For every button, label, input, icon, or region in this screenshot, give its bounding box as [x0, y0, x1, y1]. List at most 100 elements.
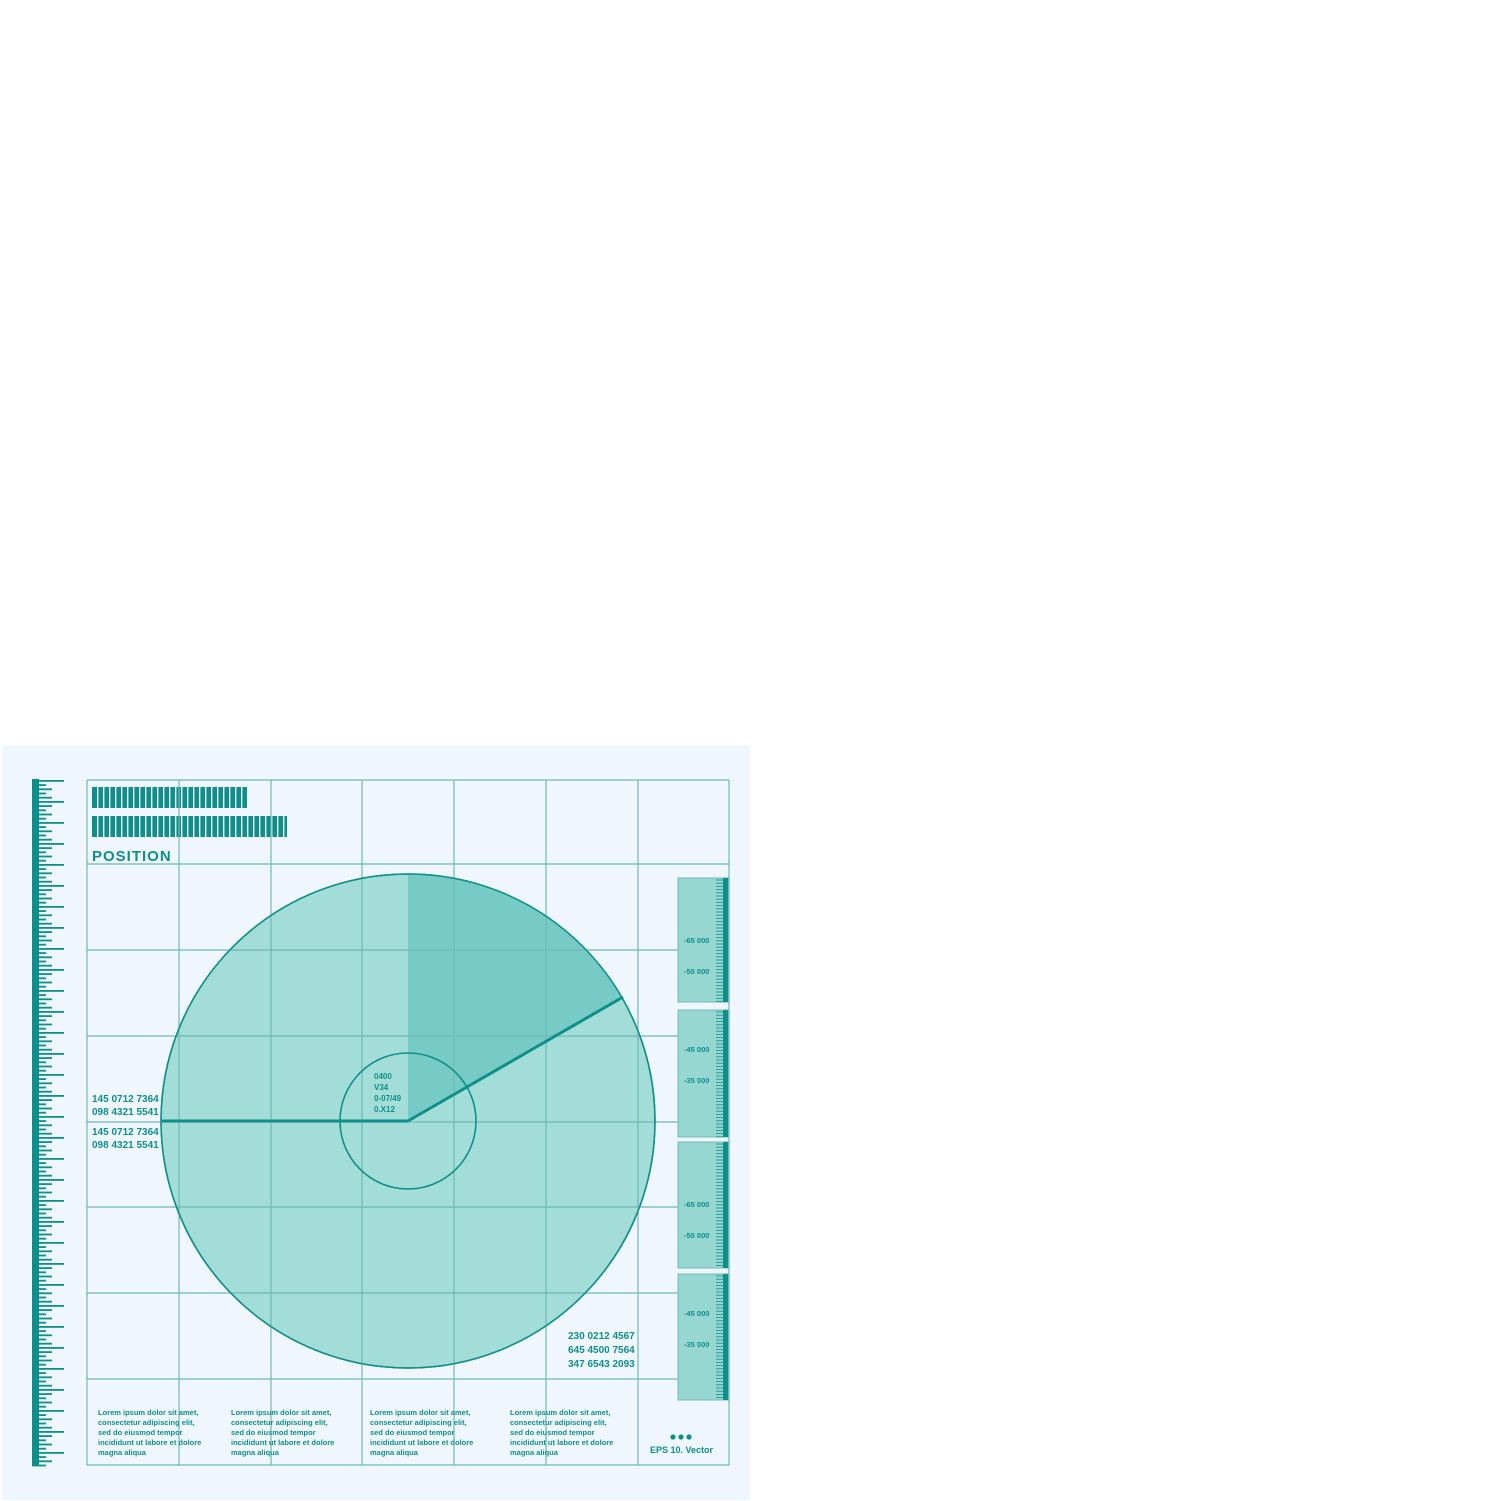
highlight-sector — [408, 874, 622, 1121]
ruler-tick — [32, 1464, 46, 1467]
ruler-tick — [32, 1334, 52, 1337]
corner-code-3: 347 6543 2093 — [568, 1359, 635, 1370]
corner-codes: 230 0212 4567 645 4500 7564 347 6543 209… — [568, 1331, 635, 1370]
ruler-tick — [32, 1376, 52, 1379]
ruler-tick — [32, 1174, 52, 1177]
ruler-tick — [32, 914, 52, 917]
ruler-tick — [32, 826, 46, 828]
ruler-tick — [32, 1246, 46, 1248]
side-code-upper-1: 145 0712 7364 — [92, 1094, 159, 1105]
header-stripe — [169, 816, 171, 837]
ruler-tick — [32, 1418, 52, 1421]
header-stripe — [163, 816, 165, 837]
ruler-tick — [32, 1321, 46, 1324]
ruler-tick — [32, 784, 46, 786]
header-stripe — [229, 816, 231, 837]
ruler-tick — [32, 796, 52, 799]
ruler-tick — [32, 1078, 46, 1080]
ruler-tick — [32, 1099, 52, 1101]
ruler-tick — [32, 1279, 46, 1282]
footer-dots — [670, 1434, 692, 1440]
header-stripe — [265, 816, 267, 837]
ruler-tick — [32, 1141, 52, 1143]
ruler-tick — [32, 1351, 52, 1353]
ruler-tick — [32, 1053, 64, 1055]
ruler-tick — [32, 1120, 46, 1122]
ruler-tick — [32, 960, 46, 963]
lorem-line: Lorem ipsum dolor sit amet, — [98, 1408, 198, 1417]
ruler-tick — [32, 1011, 64, 1013]
ruler-tick — [32, 1221, 64, 1223]
ruler-tick — [32, 1208, 52, 1211]
ruler-tick — [32, 838, 52, 841]
ruler-tick — [32, 1330, 46, 1332]
ruler-tick — [32, 880, 52, 883]
lorem-block-2: Lorem ipsum dolor sit amet, consectetur … — [231, 1408, 334, 1457]
ruler-tick — [32, 1313, 46, 1316]
header-stripe — [187, 787, 189, 808]
ruler-tick — [32, 809, 46, 812]
ruler-tick — [32, 1317, 52, 1320]
ruler-tick — [32, 985, 46, 988]
scale-spine — [723, 1010, 728, 1137]
header-stripe — [181, 816, 183, 837]
ruler-tick — [32, 893, 46, 896]
center-codes: 0400 V34 0-07/49 0.X12 — [374, 1072, 402, 1114]
position-diagram: POSITION 145 0712 7364 098 4321 5541 145… — [32, 779, 730, 1467]
scale-label: -65 000 — [684, 1200, 709, 1209]
header-stripe — [169, 787, 171, 808]
ruler-tick — [32, 1069, 46, 1072]
header-stripe — [121, 787, 123, 808]
lorem-line: consectetur adipiscing elit, — [98, 1418, 195, 1427]
scale-ticks — [716, 878, 728, 1400]
header-stripe — [115, 816, 117, 837]
ruler-spine — [32, 779, 39, 1466]
scale-panel-bg — [677, 877, 729, 1003]
ruler-tick — [32, 1456, 46, 1458]
ruler-tick — [32, 830, 52, 833]
ruler-tick — [32, 1355, 46, 1358]
ruler-tick — [32, 935, 46, 938]
ruler-tick — [32, 1292, 52, 1295]
center-code-3: 0-07/49 — [374, 1094, 402, 1103]
ruler-tick — [32, 1242, 64, 1244]
header-stripe — [175, 787, 177, 808]
ruler-tick — [32, 1204, 46, 1206]
ruler-tick — [32, 1431, 64, 1433]
ruler-tick — [32, 876, 46, 879]
header-stripe — [145, 787, 147, 808]
ruler-tick — [32, 927, 64, 929]
header-stripe — [145, 816, 147, 837]
side-code-upper-2: 098 4321 5541 — [92, 1107, 159, 1118]
ruler-tick — [32, 1300, 52, 1303]
ruler-tick — [32, 1187, 46, 1190]
ruler-tick — [32, 1447, 46, 1450]
ruler-tick — [32, 1036, 46, 1038]
ruler-tick — [32, 855, 52, 858]
ruler-tick — [32, 868, 46, 870]
ruler-tick — [32, 1296, 46, 1299]
ruler-tick — [32, 1460, 52, 1463]
header-stripe — [199, 816, 201, 837]
ruler-tick — [32, 910, 46, 912]
ruler-tick — [32, 1229, 46, 1232]
ruler-tick — [32, 1128, 46, 1131]
ruler-tick — [32, 1086, 46, 1089]
ruler-tick — [32, 981, 52, 984]
ruler-tick — [32, 1027, 46, 1030]
ruler-tick — [32, 1040, 52, 1043]
ruler-tick — [32, 1397, 46, 1400]
lorem-line: incididunt ut labore et dolore — [370, 1438, 473, 1447]
ruler-tick — [32, 1145, 46, 1148]
scale-panel-1: -65 000 -55 000 — [677, 877, 729, 1003]
ruler-tick — [32, 964, 52, 967]
ruler-tick — [32, 897, 52, 900]
ruler-tick — [32, 1401, 52, 1404]
header-stripe — [217, 787, 219, 808]
header-stripe — [259, 816, 261, 837]
ruler-tick — [32, 780, 64, 782]
ruler-tick — [32, 956, 52, 959]
ruler-tick — [32, 788, 52, 791]
ruler-tick — [32, 1116, 64, 1118]
side-codes: 145 0712 7364 098 4321 5541 145 0712 736… — [92, 1094, 159, 1151]
